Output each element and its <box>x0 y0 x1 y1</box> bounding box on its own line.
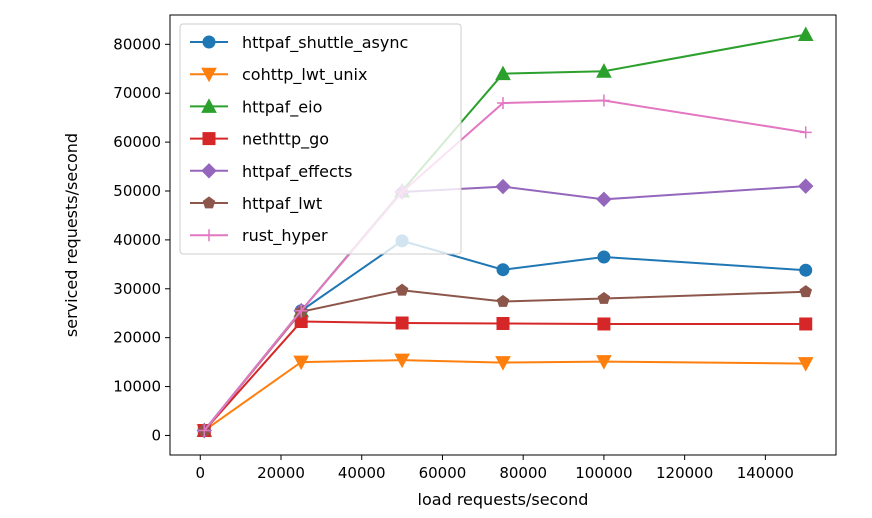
y-axis-title: serviced requests/second <box>62 133 81 337</box>
x-tick-label: 120000 <box>656 464 713 482</box>
x-tick-label: 100000 <box>575 464 632 482</box>
legend-label: rust_hyper <box>242 226 328 246</box>
data-point <box>394 353 410 369</box>
data-point <box>799 263 813 277</box>
legend-item: rust_hyper <box>190 226 328 246</box>
legend-box <box>179 23 462 255</box>
data-point <box>202 35 216 49</box>
data-point <box>201 67 217 83</box>
x-tick-label: 20000 <box>257 464 305 482</box>
data-point <box>496 316 510 330</box>
plot-frame <box>169 14 837 456</box>
data-point <box>201 163 217 179</box>
data-point <box>203 229 215 242</box>
legend-item: nethttp_go <box>190 130 329 150</box>
data-point <box>597 291 611 304</box>
x-tick-label: 0 <box>195 464 205 482</box>
data-point <box>495 356 511 371</box>
series-line <box>203 320 806 432</box>
data-point <box>596 63 612 78</box>
y-tick-label: 60000 <box>113 133 161 151</box>
data-point <box>202 196 216 209</box>
data-point <box>597 317 611 331</box>
legend-label: nethttp_go <box>242 130 329 150</box>
y-tick-label: 80000 <box>113 35 161 53</box>
data-point <box>295 304 308 317</box>
x-axis: 0 20000 40000 60000 80000 100000 120000 140000 <box>195 455 794 482</box>
series-httpaf-shuttle-async <box>197 234 813 438</box>
data-point <box>496 294 510 307</box>
legend-label: httpaf_lwt <box>242 194 322 214</box>
data-point <box>495 65 511 81</box>
data-point <box>797 357 814 372</box>
data-point <box>198 424 211 437</box>
x-tick-label: 60000 <box>419 464 467 482</box>
legend-item: httpaf_eio <box>190 97 322 117</box>
series-line <box>203 359 806 432</box>
legend-item: httpaf_shuttle_async <box>190 33 408 53</box>
y-tick-label: 30000 <box>113 280 161 298</box>
data-point <box>596 355 612 370</box>
legend-item: cohttp_lwt_unix <box>190 65 367 85</box>
y-tick-label: 20000 <box>113 329 161 347</box>
y-tick-label: 0 <box>151 426 161 444</box>
legend: httpaf_shuttle_async cohttp_lwt_unixhttpa… <box>179 23 462 255</box>
x-tick-label: 140000 <box>737 464 794 482</box>
y-tick-label: 50000 <box>113 182 161 200</box>
data-point <box>293 355 310 371</box>
data-point <box>597 250 611 264</box>
data-point <box>799 317 813 331</box>
data-point <box>395 283 409 296</box>
y-tick-label: 10000 <box>113 378 161 396</box>
legend-label: httpaf_shuttle_async <box>242 33 408 53</box>
x-axis-title: load requests/second <box>418 490 589 509</box>
data-point <box>799 126 812 139</box>
data-point <box>496 263 510 277</box>
data-point <box>797 26 814 42</box>
legend-label: httpaf_effects <box>242 162 352 182</box>
data-point <box>497 97 509 109</box>
series-layer <box>196 26 814 439</box>
data-point <box>395 316 409 330</box>
legend-label: cohttp_lwt_unix <box>242 65 367 85</box>
x-tick-label: 40000 <box>338 464 386 482</box>
data-point <box>201 98 217 113</box>
x-tick-label: 80000 <box>499 464 547 482</box>
legend-label: httpaf_eio <box>242 97 322 117</box>
data-point <box>495 178 511 195</box>
data-point <box>597 94 610 107</box>
legend-item: httpaf_lwt <box>190 194 322 214</box>
y-axis: 0 10000 20000 30000 40000 50000 60000 70000 8000… <box>113 35 170 444</box>
data-point <box>202 132 216 146</box>
series-cohttp-lwt-unix <box>196 353 814 439</box>
data-point <box>798 178 814 194</box>
data-point <box>596 191 612 208</box>
y-tick-label: 40000 <box>113 231 161 249</box>
data-point <box>799 285 813 298</box>
series-nethttp-go <box>197 315 813 438</box>
y-tick-label: 70000 <box>113 84 161 102</box>
legend-item: httpaf_effects <box>190 162 352 182</box>
